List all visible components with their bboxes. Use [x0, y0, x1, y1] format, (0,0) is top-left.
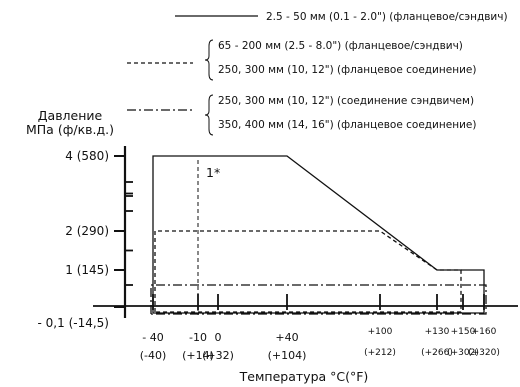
- y-axis-title-unit: МПа (ф/кв.д.): [26, 122, 114, 137]
- y-tick-label: - 0,1 (-14,5): [38, 316, 109, 330]
- y-axis-title: Давление: [38, 108, 103, 123]
- axes: 4 (580) 2 (290) 1 (145) - 0,1 (-14,5) - 40 (-…: [26, 108, 518, 384]
- x-tick-label-f: (+320): [468, 348, 500, 358]
- series-layer: [150, 155, 487, 315]
- legend-bracket: [204, 39, 214, 81]
- x-axis-title: Температура °C(°F): [239, 369, 369, 384]
- y-tick-label: 4 (580): [65, 149, 109, 163]
- x-tick-label: -10: [189, 331, 207, 344]
- labels-layer: 1*: [206, 165, 220, 180]
- x-tick-label-f: (+104): [268, 349, 307, 362]
- x-tick-label-f: (-40): [140, 349, 167, 362]
- y-tick-label: 2 (290): [65, 224, 109, 238]
- x-tick-label: +100: [368, 327, 393, 337]
- x-tick-label: +150: [451, 327, 476, 337]
- y-tick-label: 1 (145): [65, 263, 109, 277]
- legend-label: 65 - 200 мм (2.5 - 8.0") (фланцевое/сэнд…: [218, 40, 463, 52]
- series-solid: [152, 155, 485, 314]
- legend-bracket: [204, 94, 214, 136]
- legend-label: 350, 400 мм (14, 16") (фланцевое соедине…: [218, 119, 476, 131]
- series-dashed: [154, 230, 462, 313]
- x-tick-label: +130: [425, 327, 450, 337]
- x-tick-label: - 40: [142, 331, 163, 344]
- legend-label: 250, 300 мм (10, 12") (соединение сэндви…: [218, 95, 474, 107]
- legend-label: 250, 300 мм (10, 12") (фланцевое соедине…: [218, 64, 476, 76]
- x-tick-label-f: (+32): [202, 349, 234, 362]
- annotation-label: 1*: [206, 165, 220, 180]
- x-tick-label: 0: [215, 331, 222, 344]
- x-tick-label-f: (+14): [182, 349, 214, 362]
- x-tick-label-f: (+212): [364, 348, 396, 358]
- x-tick-label-f: (+302): [447, 348, 479, 358]
- x-tick-label: +160: [472, 327, 497, 337]
- x-tick-label: +40: [275, 331, 298, 344]
- x-tick-label-f: (+266): [421, 348, 453, 358]
- legend: 2.5 - 50 мм (0.1 - 2.0") (фланцевое/сэнд…: [127, 11, 508, 136]
- series-dashdot: [150, 284, 487, 315]
- legend-label: 2.5 - 50 мм (0.1 - 2.0") (фланцевое/сэнд…: [266, 11, 508, 23]
